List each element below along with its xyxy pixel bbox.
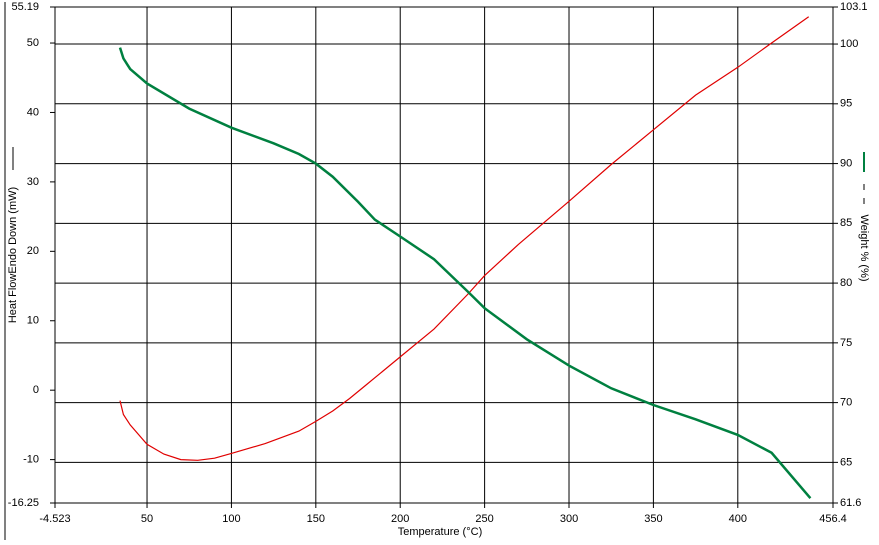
y-tick-label: 50 [27, 37, 39, 49]
y2-tick-label: 65 [840, 456, 852, 468]
y2-tick-label: 90 [840, 157, 852, 169]
y2-tick-label: 95 [840, 98, 852, 110]
x-tick-label: 300 [560, 513, 578, 525]
y2-tick-label: 85 [840, 217, 852, 229]
y2-axis-label: Weight % (%) [858, 214, 870, 281]
y2-tick-label: 75 [840, 337, 852, 349]
y-tick-label: 0 [33, 384, 39, 396]
y-tick-label: 10 [27, 315, 39, 327]
y2-tick-label: 100 [840, 38, 858, 50]
series-line [118, 47, 812, 500]
plot-frame [54, 6, 834, 504]
x-tick-label: 200 [391, 513, 409, 525]
y-tick-label: -16.25 [8, 497, 39, 509]
series-line [119, 16, 810, 461]
x-axis-label: Temperature (°C) [398, 526, 482, 538]
y-tick-label: -10 [23, 454, 39, 466]
y2-tick-label: 103.1 [840, 1, 868, 13]
x-tick-label: 100 [222, 513, 240, 525]
x-tick-label: 350 [644, 513, 662, 525]
y2-tick-label: 61.6 [840, 497, 861, 509]
y-tick-label: 40 [27, 106, 39, 118]
x-tick-label: -4.523 [39, 513, 70, 525]
y-tick-label: 30 [27, 176, 39, 188]
x-tick-label: 456.4 [819, 513, 847, 525]
y2-tick-label: 80 [840, 277, 852, 289]
y-tick-label: 20 [27, 245, 39, 257]
x-tick-label: 150 [307, 513, 325, 525]
y-axis-label: Heat FlowEndo Down (mW) [7, 187, 19, 323]
y-tick-label: 55.19 [11, 1, 39, 13]
x-tick-label: 400 [729, 513, 747, 525]
x-tick-label: 250 [475, 513, 493, 525]
x-tick-label: 50 [141, 513, 153, 525]
y2-tick-label: 70 [840, 397, 852, 409]
